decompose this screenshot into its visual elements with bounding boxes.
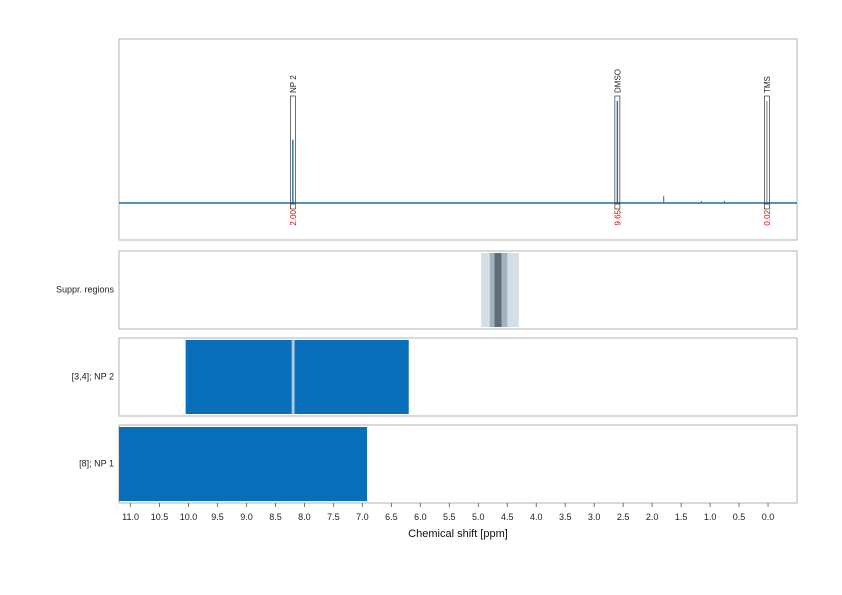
integral-bracket	[289, 203, 296, 210]
region-bar	[494, 253, 502, 327]
x-tick-label: 3.0	[588, 512, 601, 522]
region-bar	[291, 340, 295, 414]
x-tick-label: 7.0	[356, 512, 369, 522]
x-axis: 11.0 10.5 10.0 9.5 9.0 8.5 8.0 7.5 7.0 6.5 6.0 5.5 5…	[122, 503, 774, 522]
x-tick-label: 2.5	[617, 512, 630, 522]
x-tick-label: 3.5	[559, 512, 572, 522]
x-tick-label: 4.5	[501, 512, 514, 522]
x-tick-label: 10.5	[151, 512, 169, 522]
x-tick-label: 0.5	[733, 512, 746, 522]
x-tick-label: 8.0	[298, 512, 311, 522]
x-tick-label: 10.0	[180, 512, 198, 522]
x-tick-label: 8.5	[269, 512, 282, 522]
integral-value: 0.02	[763, 209, 772, 225]
spectrum-panel	[118, 38, 798, 241]
x-tick-label: 9.0	[240, 512, 253, 522]
peak-label: NP 2	[289, 75, 298, 93]
x-tick-label: 5.0	[472, 512, 485, 522]
x-tick-label: 1.0	[704, 512, 717, 522]
x-tick-label: 5.5	[443, 512, 456, 522]
region-panel-1	[118, 250, 798, 330]
x-tick-label: 9.5	[211, 512, 224, 522]
peak-label-box	[289, 95, 296, 204]
row-label: Suppr. regions	[56, 284, 115, 294]
x-tick-label: 11.0	[122, 512, 139, 522]
mark-layer: NP 2 2.00 DMSO 9.65 TMS 0.02 Suppr. regions [3,…	[56, 69, 797, 501]
x-tick-label: 6.5	[385, 512, 398, 522]
region-bar	[185, 340, 409, 414]
integral-bracket	[614, 203, 621, 210]
region-bar	[119, 427, 368, 501]
integral-value: 2.00	[289, 209, 298, 225]
row-label: [8]; NP 1	[79, 458, 114, 468]
peak-label: DMSO	[613, 69, 622, 93]
row-label: [3,4]; NP 2	[72, 371, 114, 381]
x-tick-label: 1.5	[675, 512, 688, 522]
integral-value: 9.65	[613, 209, 622, 225]
x-tick-label: 0.0	[762, 512, 775, 522]
integral-bracket	[764, 203, 770, 210]
peak-label: TMS	[763, 76, 772, 93]
x-tick-label: 4.0	[530, 512, 543, 522]
peak-label-box	[614, 95, 621, 204]
peak-label-box	[764, 95, 770, 204]
x-axis-label: Chemical shift [ppm]	[408, 528, 508, 540]
x-tick-label: 7.5	[327, 512, 340, 522]
x-tick-label: 2.0	[646, 512, 659, 522]
x-tick-label: 6.0	[414, 512, 427, 522]
